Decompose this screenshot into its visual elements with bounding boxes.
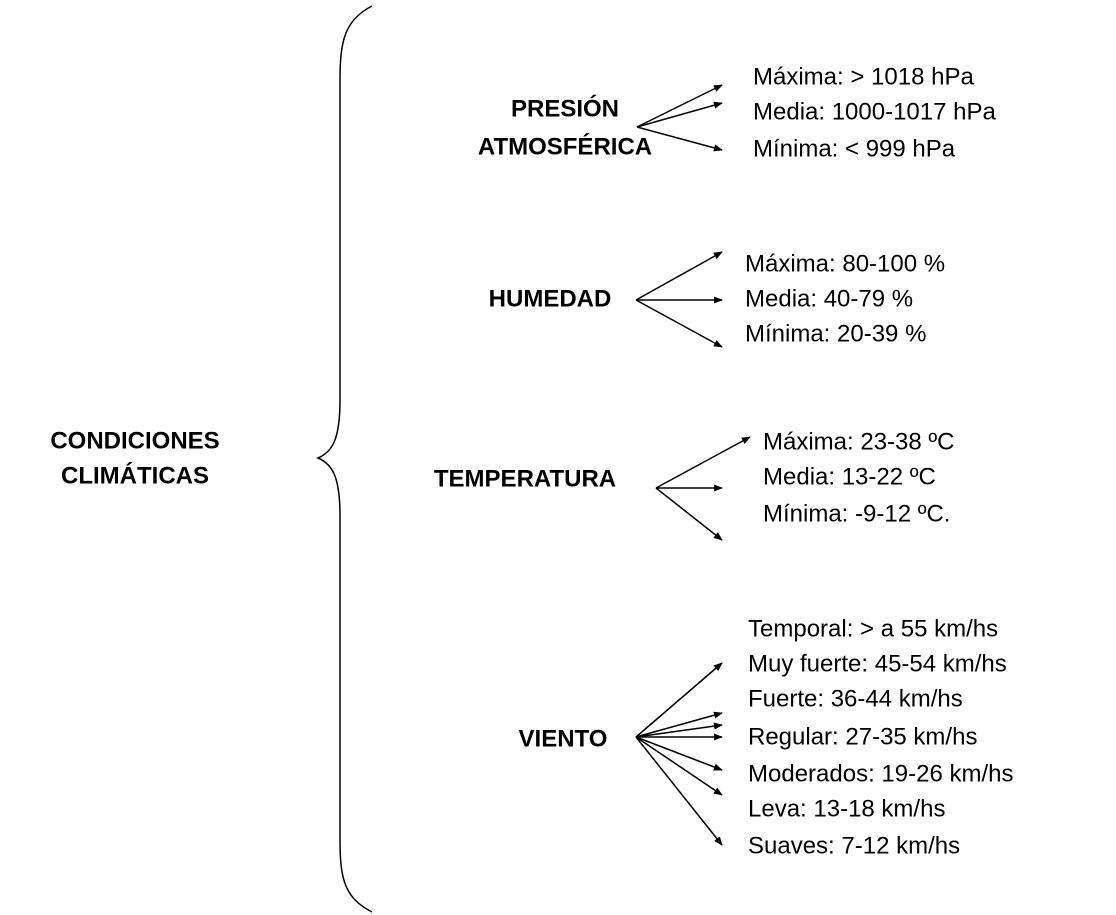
- item-label: Regular: 27-35 km/hs: [748, 723, 977, 750]
- group-label: TEMPERATURA: [434, 465, 616, 492]
- arrow: [636, 126, 723, 152]
- item-label: Media: 40-79 %: [745, 285, 913, 312]
- group-label: VIENTO: [519, 725, 608, 752]
- arrow: [655, 436, 751, 489]
- arrow: [635, 662, 723, 738]
- arrow: [635, 736, 723, 796]
- item-label: Fuerte: 36-44 km/hs: [748, 685, 963, 712]
- item-label: Mínima: 20-39 %: [745, 320, 926, 347]
- arrow: [655, 487, 723, 541]
- item-label: Media: 1000-1017 hPa: [753, 98, 997, 125]
- group-label: ATMOSFÉRICA: [478, 132, 652, 160]
- root-label: CONDICIONES: [50, 427, 219, 454]
- item-label: Máxima: 23-38 ºC: [763, 428, 955, 455]
- arrow: [636, 101, 723, 128]
- arrow: [636, 84, 723, 128]
- arrow: [635, 722, 723, 738]
- root-label: CLIMÁTICAS: [61, 461, 209, 489]
- item-label: Muy fuerte: 45-54 km/hs: [748, 650, 1007, 677]
- item-label: Mínima: < 999 hPa: [753, 135, 956, 162]
- item-label: Mínima: -9-12 ºC.: [763, 500, 950, 527]
- group-label: HUMEDAD: [489, 285, 612, 312]
- arrow: [635, 251, 723, 301]
- arrow: [635, 299, 723, 348]
- item-label: Máxima: 80-100 %: [745, 250, 945, 277]
- item-label: Máxima: > 1018 hPa: [753, 63, 974, 90]
- arrow: [635, 736, 723, 771]
- item-label: Moderados: 19-26 km/hs: [748, 760, 1013, 787]
- item-label: Temporal: > a 55 km/hs: [748, 615, 998, 642]
- arrow: [635, 736, 723, 846]
- item-label: Leva: 13-18 km/hs: [748, 795, 945, 822]
- group-label: PRESIÓN: [511, 94, 619, 122]
- item-label: Suaves: 7-12 km/hs: [748, 832, 960, 859]
- brace: [316, 5, 373, 913]
- item-label: Media: 13-22 ºC: [763, 463, 936, 490]
- arrow: [635, 711, 723, 738]
